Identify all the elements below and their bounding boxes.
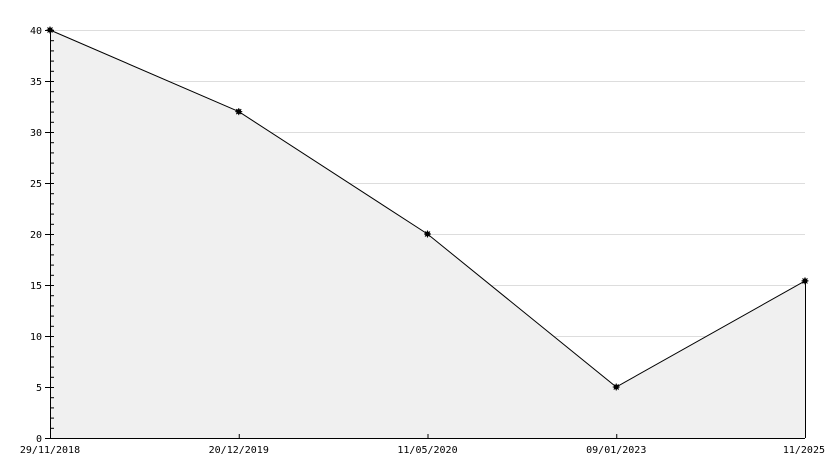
y-tick-label: 20 bbox=[30, 230, 42, 241]
y-tick-label: 30 bbox=[30, 128, 42, 139]
x-tick-label: 20/12/2019 bbox=[209, 445, 269, 456]
y-tick-label: 40 bbox=[30, 26, 42, 37]
data-point bbox=[46, 26, 54, 34]
tick-labels: 0 5 10 15 20 25 30 35 40 29/11/2018 20/12/2019 11/0… bbox=[20, 26, 825, 456]
data-point bbox=[801, 277, 809, 285]
marker-star bbox=[46, 26, 54, 34]
y-tick-label: 10 bbox=[30, 332, 42, 343]
marker-star bbox=[612, 383, 620, 391]
x-tick-label: 29/11/2018 bbox=[20, 445, 80, 456]
axes bbox=[45, 30, 806, 439]
x-tick-label: 09/01/2023 bbox=[586, 445, 646, 456]
y-tick-label: 5 bbox=[36, 383, 42, 394]
data-point bbox=[235, 108, 243, 116]
y-tick-label: 25 bbox=[30, 179, 42, 190]
data-point bbox=[424, 230, 431, 238]
markers bbox=[46, 26, 809, 391]
y-tick-label: 35 bbox=[30, 77, 42, 88]
y-tick-label: 15 bbox=[30, 281, 42, 292]
marker-star bbox=[424, 230, 431, 238]
y-tick-label: 0 bbox=[36, 434, 42, 445]
x-tick-label: 11/2025 bbox=[783, 445, 825, 456]
data-point bbox=[612, 383, 620, 391]
marker-star bbox=[801, 277, 809, 285]
marker-star bbox=[235, 108, 243, 116]
x-tick-label: 11/05/2020 bbox=[397, 445, 457, 456]
